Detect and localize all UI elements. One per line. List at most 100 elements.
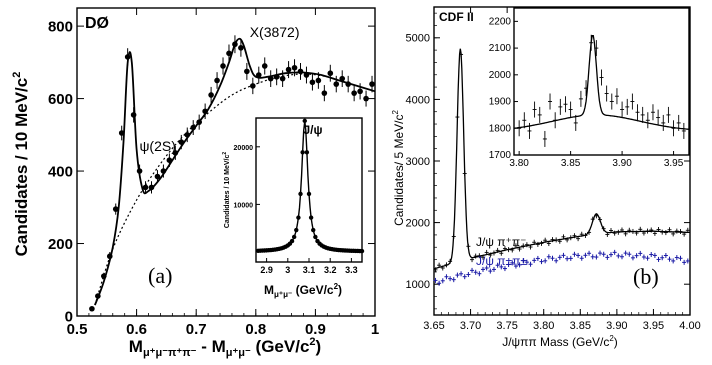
panel-label: (b) [633, 264, 659, 289]
data-point [315, 77, 322, 84]
y-tick-label: 0 [65, 308, 73, 325]
data-point [279, 75, 286, 82]
experiment-label: CDF II [439, 10, 474, 24]
legend-same-sign: J/ψ π±π± [476, 254, 527, 268]
inset-data-point [306, 191, 312, 197]
inset-x-tick-label: 3.1 [303, 265, 316, 275]
inset-x-tick-label: 2.9 [260, 265, 273, 275]
data-point [321, 90, 328, 96]
data-point [148, 184, 155, 191]
inset-y-tick-label: 2100 [489, 43, 512, 54]
inset-y-tick-label: 1700 [489, 150, 512, 161]
inset-x-tick-label: 3.90 [612, 158, 632, 169]
data-point [261, 63, 268, 69]
y-axis-label: Candidates / 10 MeV/c2 [11, 72, 31, 257]
x-axis-label: Mμ⁺μ⁻π⁺π⁻ - Mμ⁺μ⁻ (GeV/c2) [129, 336, 321, 359]
fit-line [433, 48, 691, 270]
x-tick-label: 1 [371, 321, 379, 338]
data-point [291, 64, 298, 71]
panel-label: (a) [148, 263, 172, 288]
data-point [130, 112, 137, 118]
data-point [250, 83, 256, 89]
data-point [196, 119, 202, 125]
x-tick-label: 3.80 [533, 320, 554, 332]
inset-fit-line [513, 34, 690, 130]
x-tick-label: 0.7 [186, 321, 207, 338]
data-point [333, 81, 340, 87]
inset-x3872: 3.80 3.85 3.90 3.95 1700 1800 1900 2000 2100 2200 [489, 7, 690, 169]
data-point [124, 54, 131, 60]
x-axis-label: J/ψππ Mass (GeV/c2) [502, 334, 618, 349]
inset-data-point [359, 248, 365, 254]
data-point [327, 70, 334, 77]
panel-a-d0: 0.5 0.6 0.7 0.8 0.9 1 0 200 400 600 800 DØ ψ(2S) X(38… [11, 7, 379, 359]
data-point [214, 77, 220, 84]
y-tick-label: 600 [48, 91, 73, 108]
data-point [208, 92, 214, 98]
data-point [351, 90, 357, 96]
y-tick-label: 400 [48, 163, 73, 180]
x-tick-label: 3.95 [643, 320, 664, 332]
data-point [166, 157, 173, 163]
inset-x-tick-label: 3.80 [509, 158, 529, 169]
peak-annotation: ψ(2S) [139, 138, 175, 154]
inset-data-point [311, 227, 316, 233]
data-point [95, 293, 101, 299]
data-point [238, 45, 244, 51]
x-tick-label: 0.6 [126, 321, 147, 338]
legend-opposite-sign: J/ψ π⁺π⁻ [476, 235, 526, 249]
y-tick-label: 5000 [406, 33, 430, 45]
inset-y-tick-label: 2000 [489, 70, 512, 81]
inset-data-point [304, 150, 310, 155]
inset-x-tick-label: 3.2 [324, 265, 337, 275]
x-tick-label: 4.00 [679, 320, 700, 332]
panel-b-cdf: 3.65 3.70 3.75 3.80 3.85 3.90 3.95 4.00 1000 2000… [391, 6, 701, 349]
x-tick-label: 0.9 [305, 321, 326, 338]
data-point [101, 273, 107, 279]
inset-data-point [300, 150, 305, 155]
x-tick-label: 3.90 [606, 320, 627, 332]
inset-jpsi: 2.9 3 3.1 3.2 3.3 10000 20000 J/ψ Candidates / 1… [222, 117, 365, 299]
inset-y-tick-label: 2200 [489, 16, 512, 27]
data-point [142, 184, 149, 191]
y-tick-label: 4000 [406, 94, 430, 106]
y-tick-label: 3000 [406, 156, 430, 168]
data-point [357, 88, 363, 95]
x-tick-label: 3.65 [423, 320, 444, 332]
inset-x-tick-label: 3.85 [561, 158, 581, 169]
inset-data-point [298, 191, 303, 197]
data-point [226, 50, 232, 57]
data-point [345, 81, 351, 87]
data-point [267, 75, 274, 82]
data-point [220, 63, 226, 69]
inset-x-axis-label: Mμ⁺μ⁻ (GeV/c2) [264, 282, 342, 299]
inset-y-tick-label: 10000 [234, 202, 254, 209]
x-tick-label: 0.5 [67, 321, 88, 338]
data-point [273, 74, 280, 80]
y-tick-label: 200 [48, 236, 73, 253]
data-point [112, 206, 119, 212]
inset-y-tick-label: 1900 [489, 97, 512, 108]
data-point [106, 253, 113, 260]
inset-title: J/ψ [303, 123, 322, 137]
data-point [136, 168, 143, 174]
data-point [184, 132, 191, 138]
inset-data-point [308, 215, 314, 220]
data-point [160, 168, 167, 174]
data-point [297, 68, 304, 75]
x-tick-label: 3.75 [496, 320, 517, 332]
y-tick-label: 1000 [406, 279, 430, 291]
data-point [255, 72, 262, 78]
y-axis-label: Candidates/ 5 MeV/c2 [391, 110, 406, 226]
x-tick-label: 0.8 [245, 321, 266, 338]
data-point [303, 72, 310, 78]
inset-y-axis-label: Candidates / 10 MeV/c2 [222, 152, 231, 229]
data-point [172, 150, 179, 156]
inset-data-point [302, 118, 307, 124]
x-tick-label: 3.70 [460, 320, 481, 332]
inset-x-tick-label: 3.3 [345, 265, 358, 275]
data-point [363, 95, 369, 102]
inset-data-point [289, 238, 295, 244]
inset-data-point [294, 227, 299, 233]
